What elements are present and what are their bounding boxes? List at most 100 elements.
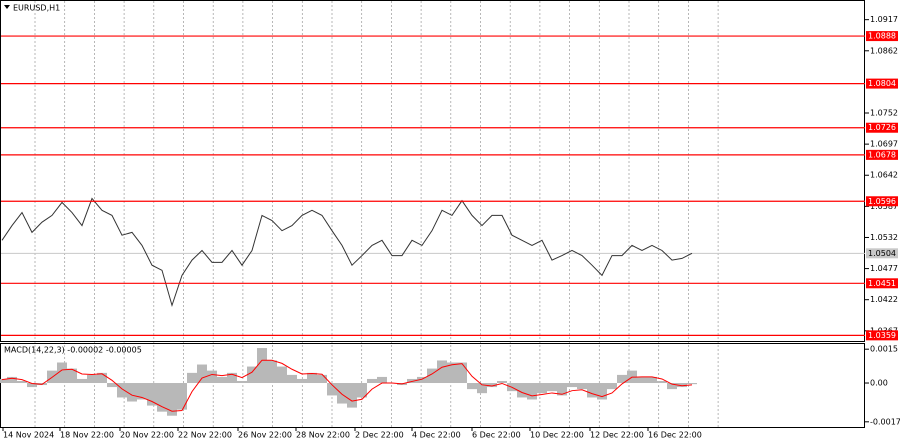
main-frame [0,0,865,342]
macd-bar [7,376,17,384]
macd-bar [297,378,307,384]
macd-bar [87,374,97,384]
macd-frame [0,343,865,428]
macd-bar [607,383,617,390]
macd-bar [217,376,227,384]
macd-bar [597,383,607,400]
macd-bar [287,374,297,384]
macd-bar [377,376,387,384]
level-label: 1.0596 [868,197,896,206]
macd-bar [107,383,117,388]
level-label: 1.0888 [868,32,896,41]
y-tick-label: 1.0587 [870,202,898,211]
macd-bar [547,383,557,392]
x-tick-label: 14 Nov 2024 [3,431,54,440]
x-tick-label: 22 Nov 22:00 [178,431,232,440]
macd-bar [237,380,247,384]
macd-bar [277,366,287,384]
y-tick-label: -0.00172 [870,417,900,426]
level-label-box [866,122,898,133]
macd-bar [687,383,697,385]
time-grid [34,1,719,427]
macd-bar [437,360,447,384]
macd-bar [127,383,137,402]
macd-bar [307,372,317,384]
macd-bar [117,383,127,398]
y-tick-label: 1.0862 [870,46,898,55]
macd-bar [247,366,257,384]
macd-bar [267,360,277,384]
macd-bar [647,376,657,384]
macd-bar [577,383,587,390]
macd-bar [357,383,367,398]
x-tick-label: 26 Nov 22:00 [238,431,292,440]
macd-bar [497,380,507,384]
y-tick-label: 1.0752 [870,109,898,118]
y-tick-label: 0.0015 [870,345,898,354]
macd-bar [637,376,647,384]
y-tick-label: 1.0697 [870,140,898,149]
macd-bar [137,383,147,400]
x-tick-label: 12 Dec 22:00 [590,431,644,440]
macd-bar [0,378,7,384]
x-tick-label: 16 Dec 22:00 [648,431,702,440]
x-tick-label: 10 Dec 22:00 [530,431,584,440]
macd-bar [487,383,497,388]
y-tick-label: 1.0532 [870,233,898,242]
macd-bar [537,383,547,394]
level-label-box [866,149,898,160]
macd-bar [417,376,427,384]
macd-bar [327,383,337,396]
macd-bar [227,372,237,384]
macd-bar [317,374,327,384]
y-tick-label: 1.0477 [870,264,898,273]
macd-bar [167,383,177,416]
macd-bar [207,370,217,384]
macd-bar [17,380,27,384]
macd-bar [337,383,347,404]
level-label-box [866,196,898,207]
macd-bar [97,372,107,384]
macd-bar [677,383,687,388]
level-label: 1.0804 [868,79,896,88]
price-line [1,197,693,308]
macd-bar [177,383,187,410]
macd-bar [477,383,487,394]
x-tick-label: 20 Nov 22:00 [120,431,174,440]
macd-bar [557,383,567,396]
signal-line [1,359,693,412]
macd-bar [427,368,437,384]
symbol-title: EURUSD,H1 [13,4,60,13]
y-tick-label: 1.0422 [870,295,898,304]
macd-bar [587,383,597,398]
level-label: 1.0726 [868,123,896,132]
macd-bar [367,378,377,384]
level-label: 1.0359 [868,331,896,340]
macd-bar [447,362,457,384]
x-tick-label: 28 Nov 22:00 [296,431,350,440]
macd-bar [77,378,87,384]
x-tick-label: 4 Dec 22:00 [412,431,461,440]
level-label-box [866,278,898,289]
last-price-box [866,248,898,259]
symbol-marker [4,5,10,9]
y-tick-label: 1.0917 [870,15,898,24]
macd-bar [27,383,37,388]
last-price-label: 1.0504 [868,249,896,258]
macd-bar [57,362,67,384]
macd-bar [457,362,467,384]
macd-bar [67,368,77,384]
macd-bar [527,383,537,400]
macd-bar [657,380,667,384]
macd-bar [147,383,157,406]
x-tick-label: 18 Nov 22:00 [60,431,114,440]
macd-bar [467,383,477,390]
level-label: 1.0451 [868,279,896,288]
macd-bar [517,383,527,398]
level-label-box [866,330,898,341]
x-tick-label: 2 Dec 22:00 [355,431,404,440]
y-tick-label: 1.0642 [870,171,898,180]
macd-bar [157,383,167,412]
level-label-box [866,78,898,89]
macd-bar [347,383,357,408]
